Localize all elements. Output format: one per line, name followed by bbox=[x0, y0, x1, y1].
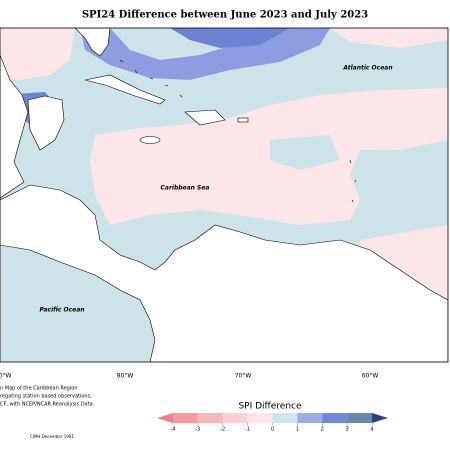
longitude-label: 0°W bbox=[0, 373, 11, 380]
footnote: n Map of the Caribbean Region regating st… bbox=[0, 386, 95, 408]
colorbar-title: SPI Difference bbox=[238, 402, 302, 412]
colorbar-tick-label: -3 bbox=[195, 427, 200, 433]
colorbar-tick-label: 4 bbox=[370, 427, 373, 433]
jamaica bbox=[139, 136, 161, 144]
colorbar-segment bbox=[347, 413, 372, 423]
copyright: CIMH December 1991 bbox=[30, 434, 74, 439]
colorbar-segment bbox=[197, 413, 223, 423]
colorbar-segment bbox=[173, 413, 198, 423]
colorbar-tick-label: 1 bbox=[296, 427, 299, 433]
colorbar-segment bbox=[222, 413, 248, 423]
footnote-line: CF, with NCEP/NCAR Reanalysis Data. bbox=[0, 402, 95, 408]
longitude-label: 70°W bbox=[235, 373, 252, 380]
longitude-labels: 0°W 80°W 70°W 60°W bbox=[0, 373, 378, 380]
longitude-label: 60°W bbox=[362, 373, 379, 380]
colorbar-segment bbox=[322, 413, 348, 423]
colorbar-tick-label: 2 bbox=[321, 427, 324, 433]
puerto-rico bbox=[237, 117, 249, 123]
colorbar: -4 -3 -2 -1 0 1 2 3 4 bbox=[157, 413, 388, 433]
colorbar-tick-label: 0 bbox=[271, 427, 274, 433]
colorbar-extend bbox=[157, 413, 173, 423]
cuba bbox=[84, 74, 166, 105]
longitude-label: 80°W bbox=[117, 373, 134, 380]
mexico bbox=[0, 54, 29, 199]
colorbar-extend bbox=[372, 413, 388, 423]
colorbar-segment bbox=[297, 413, 323, 423]
central-south-america bbox=[0, 184, 448, 362]
map-title: SPI24 Difference between June 2023 and J… bbox=[82, 10, 368, 21]
ocean-label: Atlantic Ocean bbox=[342, 65, 392, 72]
ocean-label: Caribbean Sea bbox=[161, 185, 210, 192]
florida bbox=[74, 28, 111, 57]
colorbar-tick-label: 3 bbox=[346, 427, 349, 433]
colorbar-segment bbox=[272, 413, 298, 423]
colorbar-segment bbox=[247, 413, 273, 423]
colorbar-tick-label: -1 bbox=[245, 427, 250, 433]
ocean-label: Pacific Ocean bbox=[39, 307, 84, 314]
colorbar-tick-label: -2 bbox=[220, 427, 225, 433]
footnote-line: regating station based observations, bbox=[0, 394, 92, 400]
hispaniola bbox=[184, 109, 226, 126]
map-area: Atlantic Ocean Caribbean Sea Pacific Oce… bbox=[0, 27, 449, 363]
yucatan bbox=[27, 95, 65, 151]
footnote-line: n Map of the Caribbean Region bbox=[0, 386, 77, 392]
colorbar-tick-label: -4 bbox=[171, 427, 176, 433]
